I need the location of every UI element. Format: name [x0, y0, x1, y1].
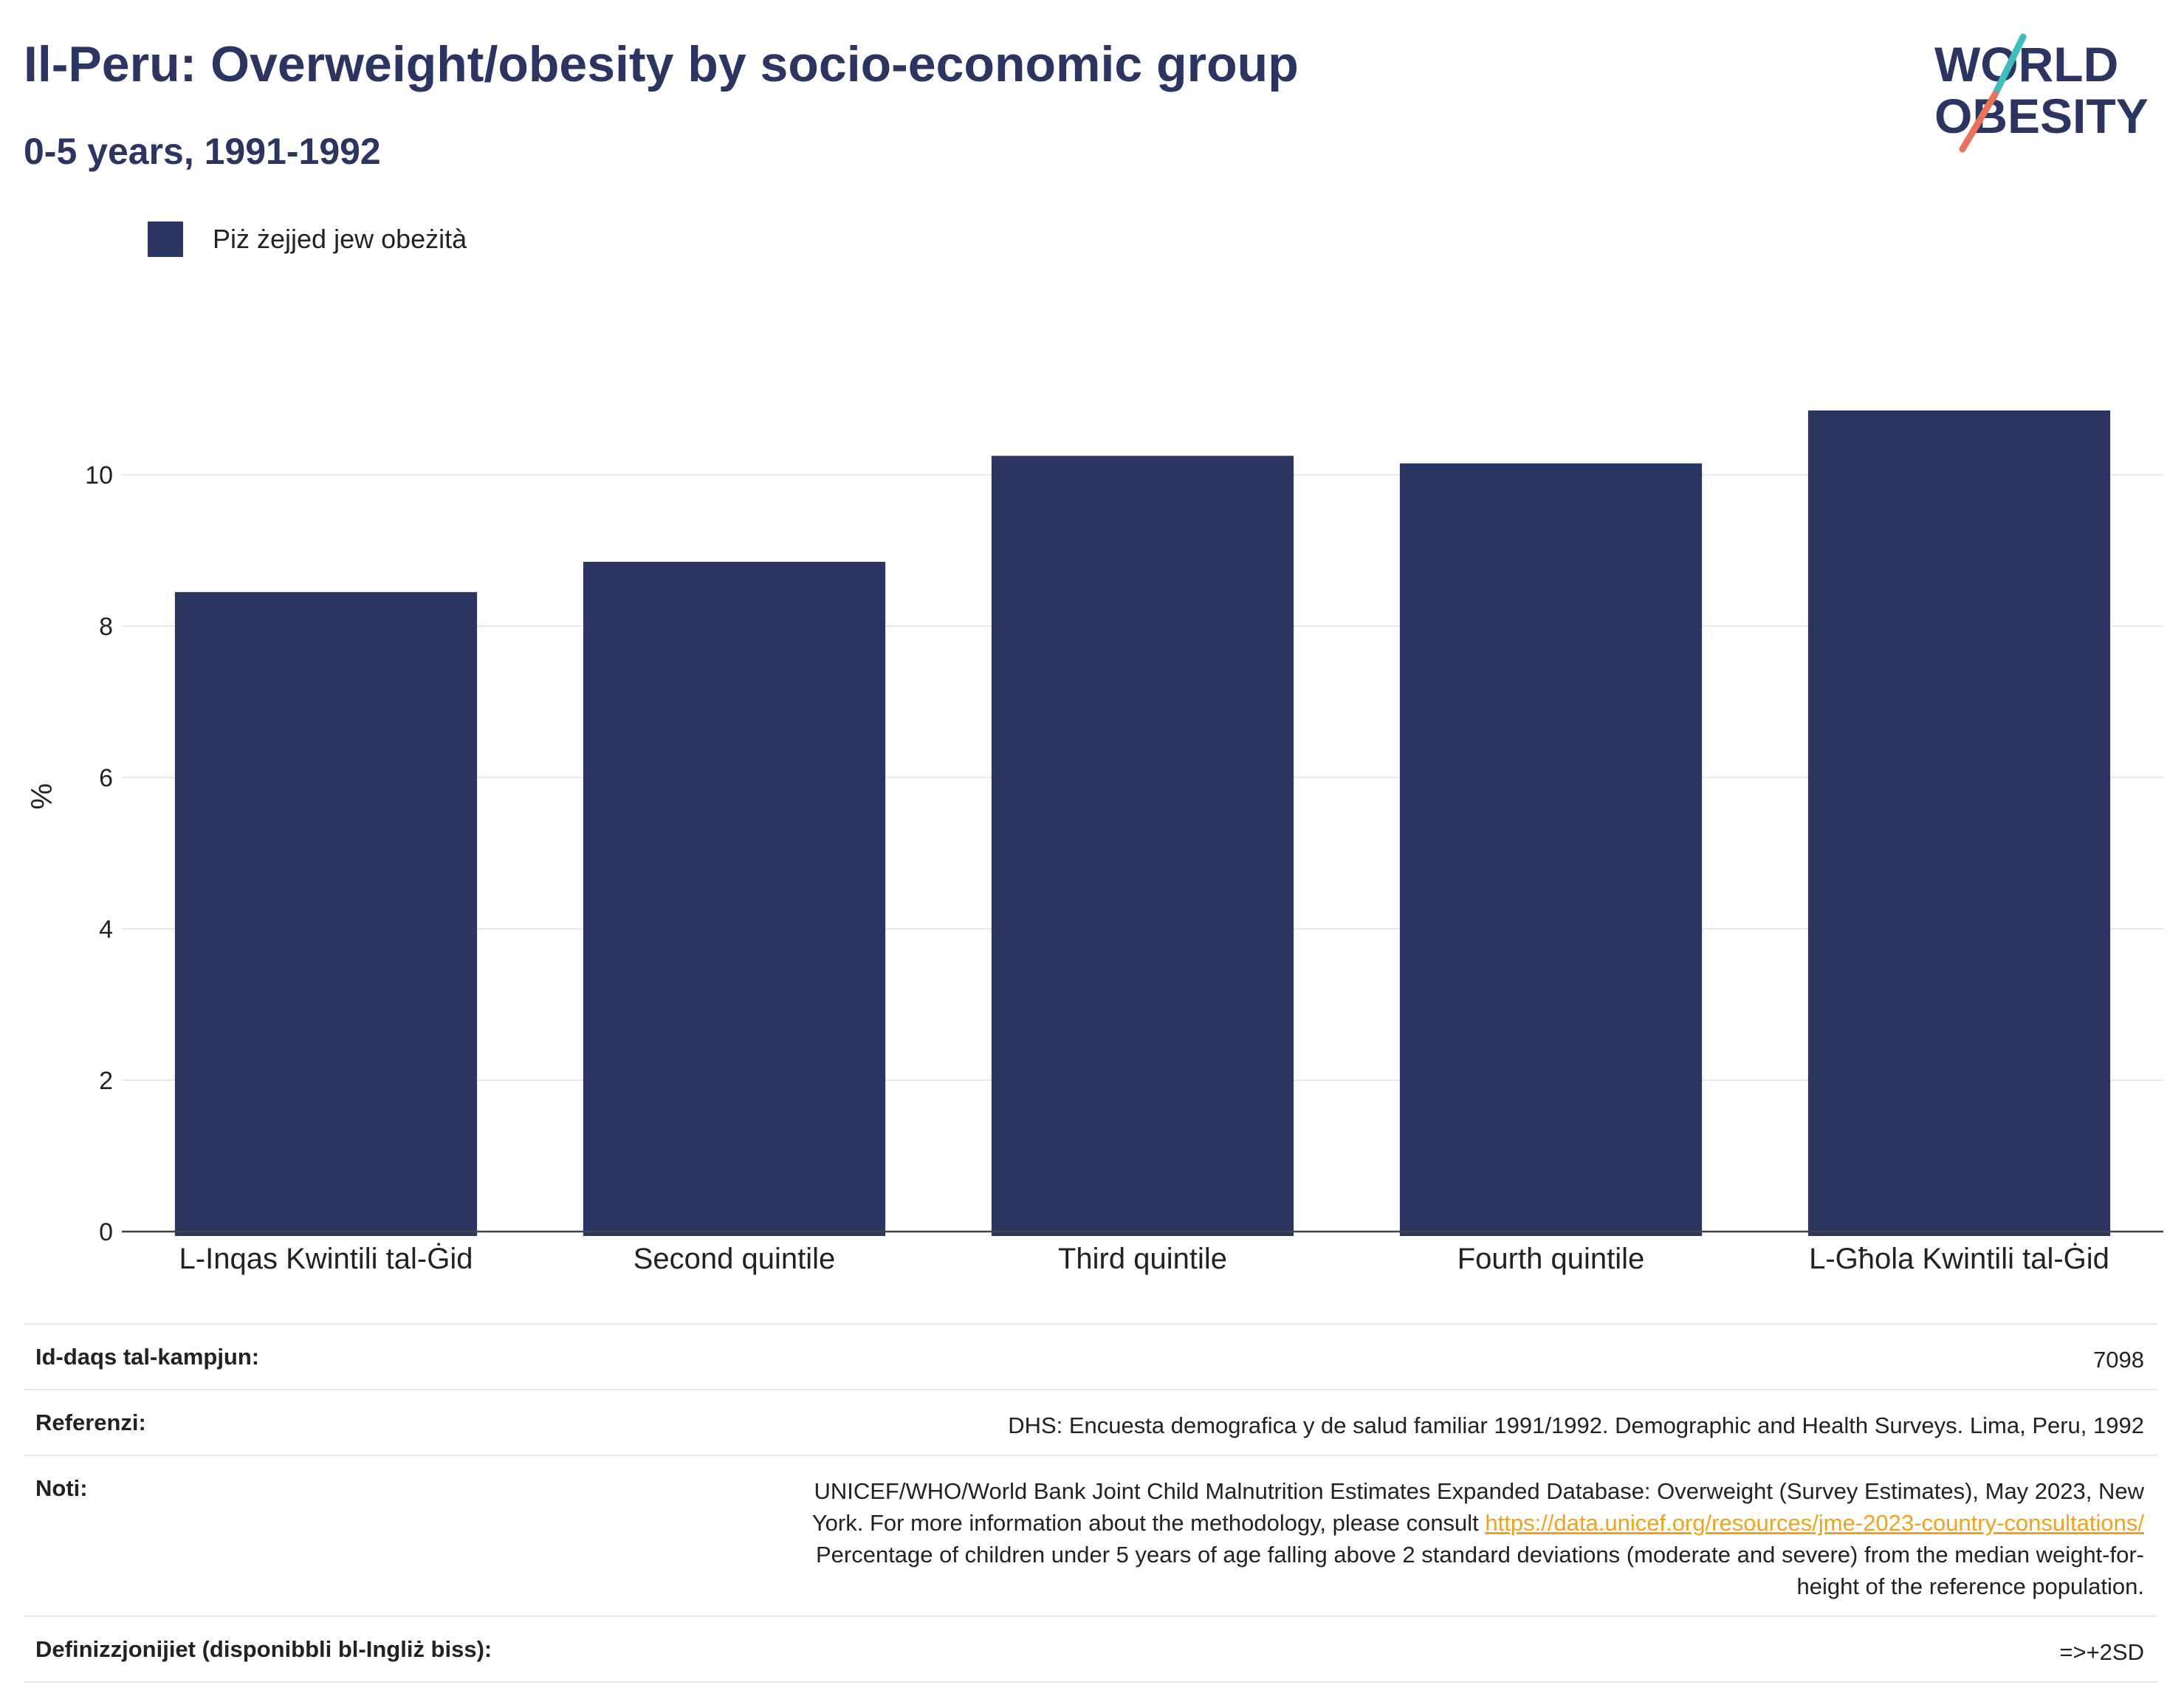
legend-label: Piż żejjed jew obeżità	[213, 224, 467, 254]
y-tick-label: 0	[99, 1218, 113, 1246]
definitions-label: Definizzjonijiet (disponibbli bl-Ingliż …	[35, 1636, 492, 1662]
notes-line4: height of the reference population.	[1796, 1573, 2144, 1599]
logo-slash-teal	[1991, 33, 2027, 98]
notes-line3: Percentage of children under 5 years of …	[815, 1542, 2144, 1568]
y-tick-label: 4	[99, 916, 113, 944]
references-value: DHS: Encuesta demografica y de salud fam…	[1008, 1412, 2144, 1438]
references-label: Referenzi:	[35, 1410, 146, 1435]
notes-line1: UNICEF/WHO/World Bank Joint Child Malnut…	[814, 1478, 2144, 1504]
bar[interactable]	[991, 456, 1294, 1236]
y-tick-label: 6	[99, 764, 113, 792]
y-axis-label: %	[26, 783, 58, 810]
bar-chart: 0 2 4 6 8 10% L-Inqas Kwintili tal-Ġid Second q…	[26, 410, 2163, 1275]
info-row-references: Referenzi: DHS: Encuesta demografica y d…	[24, 1390, 2157, 1456]
sample-size-label: Id-daqs tal-kampjun:	[35, 1344, 260, 1370]
info-row-definitions: Definizzjonijiet (disponibbli bl-Ingliż …	[24, 1617, 2157, 1683]
info-row-notes: Noti: UNICEF/WHO/World Bank Joint Child …	[24, 1456, 2157, 1617]
y-tick-label: 10	[85, 461, 113, 490]
world-obesity-logo: WORLD OBESITY	[1934, 33, 2149, 153]
notes-link[interactable]: https://data.unicef.org/resources/jme-20…	[1485, 1510, 2144, 1536]
logo-line1: WORLD	[1934, 37, 2118, 92]
notes-line2-prefix: York. For more information about the met…	[811, 1510, 1486, 1536]
info-row-sample-size: Id-daqs tal-kampjun: 7098	[24, 1325, 2157, 1390]
legend-swatch	[148, 222, 183, 257]
x-tick-label: Fourth quintile	[1457, 1243, 1644, 1275]
chart-legend[interactable]: Piż żejjed jew obeżità	[148, 222, 467, 257]
y-tick-label: 2	[99, 1067, 113, 1095]
notes-line2: York. For more information about the met…	[812, 1507, 2144, 1539]
y-tick-label: 8	[99, 613, 113, 641]
x-tick-label: L-Inqas Kwintili tal-Ġid	[179, 1242, 473, 1275]
page-subtitle: 0-5 years, 1991-1992	[24, 131, 381, 172]
x-tick-label: L-Għola Kwintili tal-Ġid	[1809, 1242, 2109, 1275]
sample-size-value: 7098	[2093, 1347, 2144, 1373]
page-title: Il-Peru: Overweight/obesity by socio-eco…	[24, 36, 1299, 92]
x-tick-label: Third quintile	[1058, 1243, 1227, 1275]
bar[interactable]	[1399, 463, 1703, 1236]
bar[interactable]	[583, 561, 886, 1236]
logo-slash-coral	[1959, 91, 1999, 153]
info-table: Id-daqs tal-kampjun: 7098 Referenzi: DHS…	[24, 1323, 2157, 1683]
bar[interactable]	[174, 591, 478, 1236]
x-tick-label: Second quintile	[633, 1243, 836, 1275]
notes-label: Noti:	[35, 1475, 88, 1501]
definitions-value: =>+2SD	[2059, 1639, 2144, 1665]
bar[interactable]	[1807, 410, 2111, 1236]
notes-value: UNICEF/WHO/World Bank Joint Child Malnut…	[812, 1475, 2144, 1602]
